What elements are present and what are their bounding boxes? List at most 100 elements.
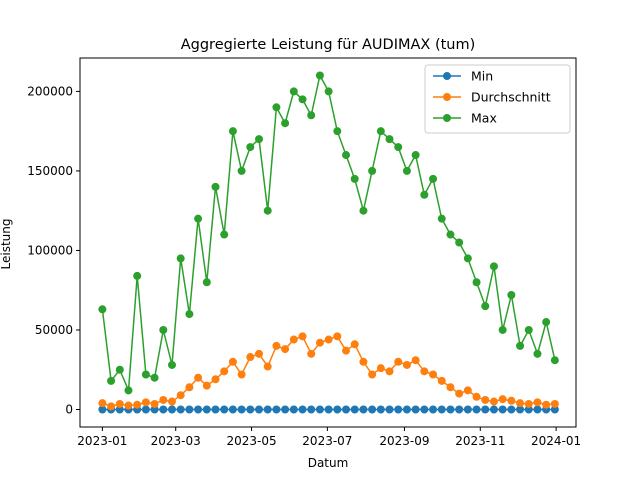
legend-item-max: Max xyxy=(433,111,497,126)
y-tick-label: 0 xyxy=(65,403,73,417)
data-point xyxy=(446,230,455,239)
data-point xyxy=(394,357,403,366)
data-point xyxy=(411,151,420,160)
data-point xyxy=(194,214,203,223)
y-tick-label: 150000 xyxy=(27,164,73,178)
data-point xyxy=(220,230,229,239)
legend-item-min: Min xyxy=(433,69,493,84)
data-point xyxy=(376,127,385,136)
data-point xyxy=(472,278,481,287)
x-axis-label: Datum xyxy=(308,456,349,470)
data-point xyxy=(167,397,176,406)
x-tick-label: 2023-01 xyxy=(77,434,127,448)
data-point xyxy=(298,95,307,104)
data-point xyxy=(167,405,176,414)
data-point xyxy=(359,405,368,414)
data-point xyxy=(281,345,290,354)
data-point xyxy=(289,87,298,96)
data-point xyxy=(350,340,359,349)
data-point xyxy=(141,370,150,379)
data-point xyxy=(255,135,264,144)
data-point xyxy=(498,325,507,334)
data-point xyxy=(446,405,455,414)
data-point xyxy=(507,405,516,414)
data-point xyxy=(394,143,403,152)
data-point xyxy=(324,87,333,96)
data-point xyxy=(489,397,498,406)
data-point xyxy=(315,71,324,80)
data-point xyxy=(133,271,142,280)
data-point xyxy=(202,381,211,390)
data-point xyxy=(202,278,211,287)
x-axis: 2023-01 2023-03 2023-05 2023-07 2023-09 2023-… xyxy=(77,427,581,448)
data-point xyxy=(446,383,455,392)
data-point xyxy=(437,376,446,385)
data-point xyxy=(281,119,290,128)
data-point xyxy=(159,405,168,414)
data-point xyxy=(516,399,525,408)
data-point xyxy=(228,127,237,136)
series-durchschnitt xyxy=(98,332,559,411)
data-point xyxy=(429,405,438,414)
data-point xyxy=(185,405,194,414)
data-point xyxy=(167,360,176,369)
data-point xyxy=(542,400,551,409)
data-point xyxy=(185,383,194,392)
data-point xyxy=(550,405,559,414)
y-axis: 0 50000 100000 150000 200000 xyxy=(27,84,80,417)
data-point xyxy=(246,405,255,414)
data-point xyxy=(472,392,481,401)
data-point xyxy=(368,370,377,379)
data-point xyxy=(307,349,316,358)
legend: Min Durchschnitt Max xyxy=(424,64,571,134)
data-point xyxy=(524,325,533,334)
data-point xyxy=(359,206,368,215)
data-point xyxy=(255,405,264,414)
data-point xyxy=(211,182,220,191)
data-point xyxy=(98,305,107,314)
series-layer xyxy=(98,71,559,414)
data-point xyxy=(489,405,498,414)
x-tick-label: 2023-07 xyxy=(302,434,352,448)
data-point xyxy=(507,290,516,299)
data-point xyxy=(402,405,411,414)
data-point xyxy=(481,405,490,414)
data-point xyxy=(429,370,438,379)
data-point xyxy=(429,174,438,183)
data-point xyxy=(333,127,342,136)
data-point xyxy=(342,151,351,160)
data-point xyxy=(333,405,342,414)
y-tick-label: 100000 xyxy=(27,243,73,257)
data-point xyxy=(481,302,490,311)
data-point xyxy=(402,360,411,369)
data-point xyxy=(516,405,525,414)
data-point xyxy=(211,405,220,414)
legend-label: Durchschnitt xyxy=(471,90,551,105)
data-point xyxy=(150,399,159,408)
data-point xyxy=(307,111,316,120)
data-point xyxy=(289,405,298,414)
data-point xyxy=(437,214,446,223)
data-point xyxy=(324,335,333,344)
data-point xyxy=(255,349,264,358)
data-point xyxy=(342,346,351,355)
data-point xyxy=(141,405,150,414)
data-point xyxy=(289,335,298,344)
data-point xyxy=(272,103,281,112)
data-point xyxy=(411,405,420,414)
data-point xyxy=(185,310,194,319)
data-point xyxy=(115,365,124,374)
x-tick-label: 2023-09 xyxy=(379,434,429,448)
y-axis-label: Leistung xyxy=(0,219,13,270)
data-point xyxy=(194,405,203,414)
legend-label: Max xyxy=(471,111,497,126)
data-point xyxy=(420,367,429,376)
data-point xyxy=(533,349,542,358)
data-point xyxy=(463,386,472,395)
data-point xyxy=(211,375,220,384)
data-point xyxy=(437,405,446,414)
data-point xyxy=(272,341,281,350)
x-tick-label: 2024-01 xyxy=(531,434,581,448)
data-point xyxy=(550,399,559,408)
